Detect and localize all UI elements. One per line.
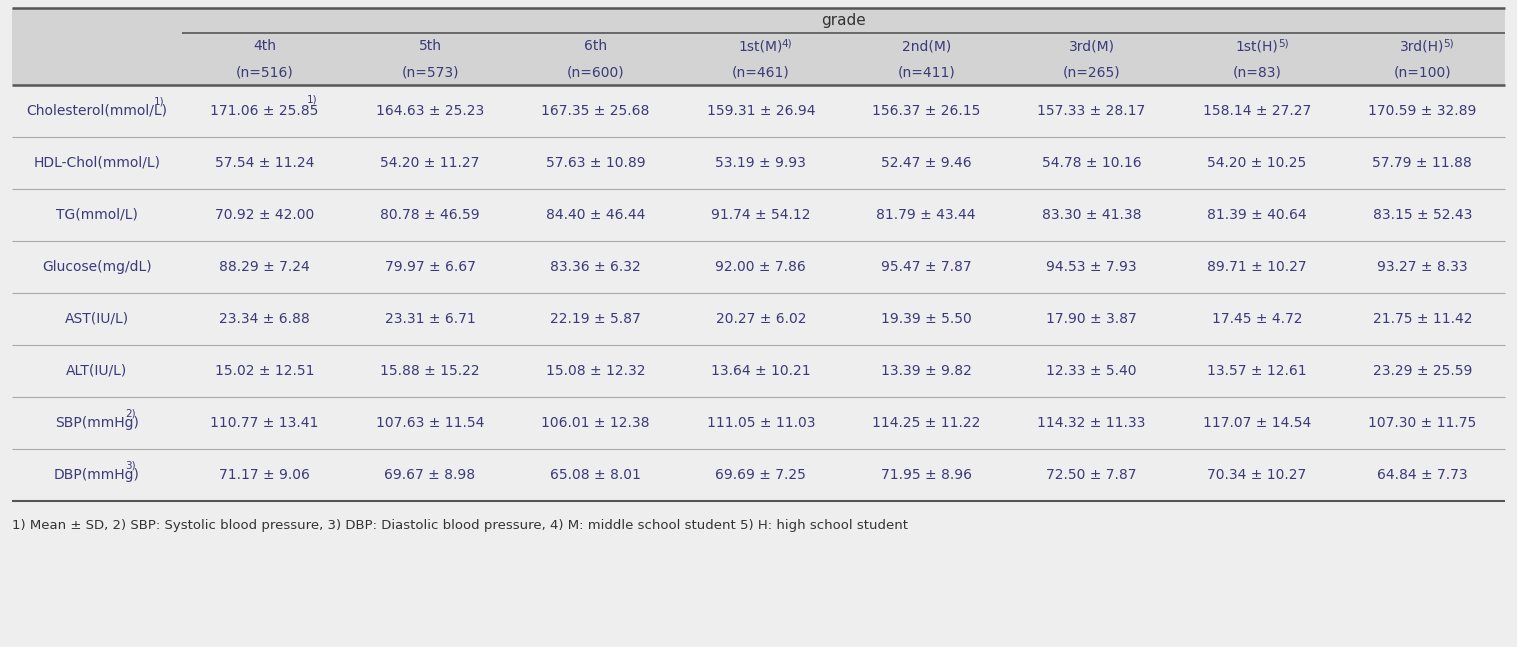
Text: 92.00 ± 7.86: 92.00 ± 7.86 [716,260,806,274]
Text: 111.05 ± 11.03: 111.05 ± 11.03 [707,416,815,430]
Text: 83.15 ± 52.43: 83.15 ± 52.43 [1373,208,1471,222]
Text: 1): 1) [308,95,319,105]
Text: 54.78 ± 10.16: 54.78 ± 10.16 [1042,156,1141,170]
Text: 20.27 ± 6.02: 20.27 ± 6.02 [716,312,806,326]
Text: 54.20 ± 11.27: 54.20 ± 11.27 [381,156,479,170]
Text: (n=100): (n=100) [1394,65,1452,79]
Text: 3rd(M): 3rd(M) [1068,39,1115,53]
Text: 84.40 ± 46.44: 84.40 ± 46.44 [546,208,645,222]
Text: 1st(H): 1st(H) [1235,39,1279,53]
Text: 69.67 ± 8.98: 69.67 ± 8.98 [384,468,476,482]
Text: 15.02 ± 12.51: 15.02 ± 12.51 [215,364,314,378]
Text: 1) Mean ± SD, 2) SBP: Systolic blood pressure, 3) DBP: Diastolic blood pressure,: 1) Mean ± SD, 2) SBP: Systolic blood pre… [12,519,909,532]
Text: 106.01 ± 12.38: 106.01 ± 12.38 [542,416,649,430]
Text: 12.33 ± 5.40: 12.33 ± 5.40 [1047,364,1136,378]
Text: 54.20 ± 10.25: 54.20 ± 10.25 [1208,156,1306,170]
Text: 164.63 ± 25.23: 164.63 ± 25.23 [376,104,484,118]
Text: SBP(mmHg): SBP(mmHg) [55,416,140,430]
Text: 65.08 ± 8.01: 65.08 ± 8.01 [551,468,640,482]
Text: 3): 3) [124,460,135,470]
Text: 3rd(H): 3rd(H) [1400,39,1444,53]
Text: (n=573): (n=573) [402,65,458,79]
Text: 23.29 ± 25.59: 23.29 ± 25.59 [1373,364,1471,378]
Bar [12,8,1505,85]
Text: 95.47 ± 7.87: 95.47 ± 7.87 [881,260,971,274]
Text: 4): 4) [781,38,792,48]
Text: 52.47 ± 9.46: 52.47 ± 9.46 [881,156,971,170]
Text: 114.25 ± 11.22: 114.25 ± 11.22 [872,416,980,430]
Text: 88.29 ± 7.24: 88.29 ± 7.24 [220,260,309,274]
Text: 80.78 ± 46.59: 80.78 ± 46.59 [381,208,479,222]
Text: 19.39 ± 5.50: 19.39 ± 5.50 [881,312,971,326]
Text: 156.37 ± 26.15: 156.37 ± 26.15 [872,104,980,118]
Text: 159.31 ± 26.94: 159.31 ± 26.94 [707,104,815,118]
Text: 57.79 ± 11.88: 57.79 ± 11.88 [1373,156,1471,170]
Text: 91.74 ± 54.12: 91.74 ± 54.12 [711,208,810,222]
Text: 17.90 ± 3.87: 17.90 ± 3.87 [1047,312,1136,326]
Text: 89.71 ± 10.27: 89.71 ± 10.27 [1208,260,1306,274]
Text: (n=461): (n=461) [731,65,790,79]
Text: 157.33 ± 28.17: 157.33 ± 28.17 [1038,104,1145,118]
Text: 53.19 ± 9.93: 53.19 ± 9.93 [716,156,806,170]
Text: (n=516): (n=516) [235,65,294,79]
Text: 171.06 ± 25.85: 171.06 ± 25.85 [211,104,319,118]
Text: 71.17 ± 9.06: 71.17 ± 9.06 [220,468,309,482]
Text: 23.31 ± 6.71: 23.31 ± 6.71 [385,312,475,326]
Text: grade: grade [821,13,866,28]
Text: 69.69 ± 7.25: 69.69 ± 7.25 [716,468,806,482]
Text: (n=600): (n=600) [567,65,625,79]
Text: TG(mmol/L): TG(mmol/L) [56,208,138,222]
Text: 110.77 ± 13.41: 110.77 ± 13.41 [211,416,319,430]
Text: DBP(mmHg): DBP(mmHg) [55,468,140,482]
Text: 4th: 4th [253,39,276,53]
Text: 5): 5) [1277,38,1288,48]
Text: 93.27 ± 8.33: 93.27 ± 8.33 [1377,260,1467,274]
Text: 57.63 ± 10.89: 57.63 ± 10.89 [546,156,645,170]
Text: 70.92 ± 42.00: 70.92 ± 42.00 [215,208,314,222]
Text: 22.19 ± 5.87: 22.19 ± 5.87 [551,312,640,326]
Text: (n=83): (n=83) [1232,65,1282,79]
Text: 117.07 ± 14.54: 117.07 ± 14.54 [1203,416,1311,430]
Text: 70.34 ± 10.27: 70.34 ± 10.27 [1208,468,1306,482]
Text: 6th: 6th [584,39,607,53]
Text: 21.75 ± 11.42: 21.75 ± 11.42 [1373,312,1471,326]
Text: Glucose(mg/dL): Glucose(mg/dL) [42,260,152,274]
Text: (n=411): (n=411) [898,65,956,79]
Text: 107.63 ± 11.54: 107.63 ± 11.54 [376,416,484,430]
Text: ALT(IU/L): ALT(IU/L) [67,364,127,378]
Text: 5th: 5th [419,39,441,53]
Text: 57.54 ± 11.24: 57.54 ± 11.24 [215,156,314,170]
Text: 13.64 ± 10.21: 13.64 ± 10.21 [711,364,810,378]
Text: 23.34 ± 6.88: 23.34 ± 6.88 [220,312,309,326]
Text: 81.39 ± 40.64: 81.39 ± 40.64 [1208,208,1306,222]
Text: 64.84 ± 7.73: 64.84 ± 7.73 [1377,468,1467,482]
Text: 83.30 ± 41.38: 83.30 ± 41.38 [1042,208,1141,222]
Text: 13.39 ± 9.82: 13.39 ± 9.82 [881,364,971,378]
Text: 167.35 ± 25.68: 167.35 ± 25.68 [542,104,649,118]
Text: 71.95 ± 8.96: 71.95 ± 8.96 [881,468,972,482]
Text: 107.30 ± 11.75: 107.30 ± 11.75 [1368,416,1476,430]
Text: 17.45 ± 4.72: 17.45 ± 4.72 [1212,312,1302,326]
Text: 15.88 ± 15.22: 15.88 ± 15.22 [381,364,479,378]
Text: 5): 5) [1443,38,1453,48]
Text: AST(IU/L): AST(IU/L) [65,312,129,326]
Text: 114.32 ± 11.33: 114.32 ± 11.33 [1038,416,1145,430]
Text: (n=265): (n=265) [1063,65,1121,79]
Text: 15.08 ± 12.32: 15.08 ± 12.32 [546,364,645,378]
Text: 2): 2) [124,408,135,418]
Text: 2nd(M): 2nd(M) [901,39,951,53]
Text: 83.36 ± 6.32: 83.36 ± 6.32 [551,260,640,274]
Text: 170.59 ± 32.89: 170.59 ± 32.89 [1368,104,1476,118]
Text: 1st(M): 1st(M) [739,39,783,53]
Text: 79.97 ± 6.67: 79.97 ± 6.67 [385,260,475,274]
Text: 72.50 ± 7.87: 72.50 ± 7.87 [1047,468,1136,482]
Text: 158.14 ± 27.27: 158.14 ± 27.27 [1203,104,1311,118]
Text: 13.57 ± 12.61: 13.57 ± 12.61 [1208,364,1306,378]
Text: Cholesterol(mmol/L): Cholesterol(mmol/L) [26,104,167,118]
Text: HDL-Chol(mmol/L): HDL-Chol(mmol/L) [33,156,161,170]
Text: 1): 1) [155,96,165,106]
Text: 94.53 ± 7.93: 94.53 ± 7.93 [1047,260,1136,274]
Text: 81.79 ± 43.44: 81.79 ± 43.44 [877,208,975,222]
